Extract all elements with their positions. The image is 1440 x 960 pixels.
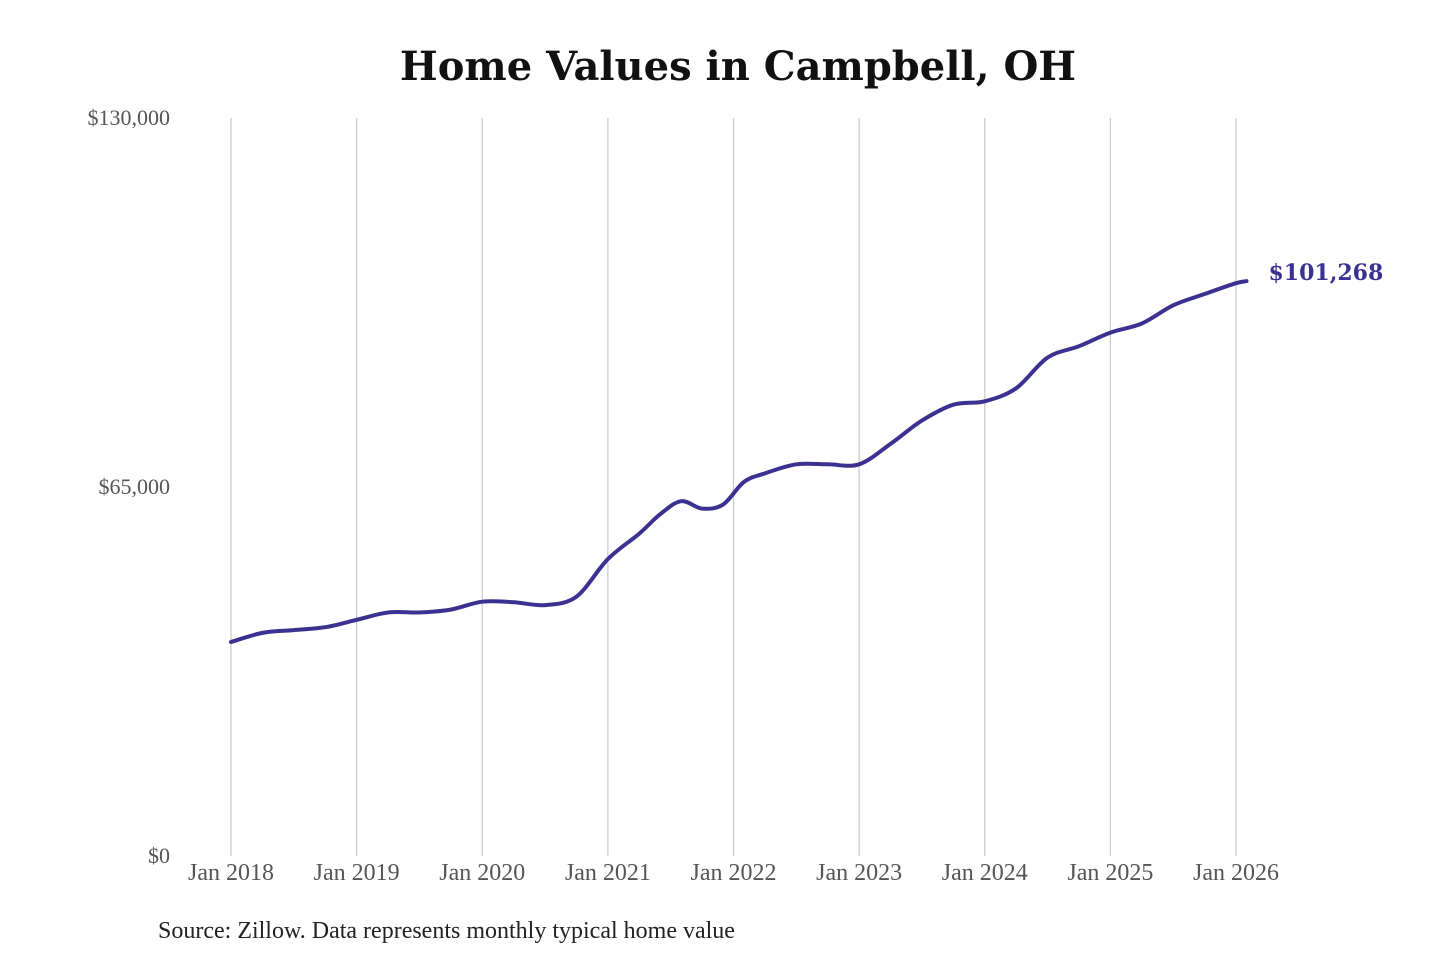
chart-title: Home Values in Campbell, OH: [400, 43, 1076, 90]
x-tick-label: Jan 2019: [314, 860, 400, 886]
y-tick-label: $130,000: [88, 105, 171, 130]
x-tick-label: Jan 2023: [816, 860, 902, 886]
x-tick-label: Jan 2022: [691, 860, 777, 886]
end-value-label: $101,268: [1268, 260, 1383, 286]
x-tick-label: Jan 2018: [188, 860, 274, 886]
x-tick-label: Jan 2020: [439, 860, 525, 886]
y-axis-ticks: $130,000 $65,000 $0: [88, 105, 171, 868]
source-note: Source: Zillow. Data represents monthly …: [158, 918, 735, 944]
x-tick-label: Jan 2024: [942, 860, 1028, 886]
y-tick-label: $0: [148, 843, 170, 868]
x-tick-label: Jan 2025: [1067, 860, 1153, 886]
x-axis-ticks: Jan 2018 Jan 2019 Jan 2020 Jan 2021 Jan 2022…: [188, 860, 1279, 886]
series-line-home-value: [229, 279, 1249, 644]
x-tick-label: Jan 2026: [1193, 860, 1279, 886]
x-tick-label: Jan 2021: [565, 860, 651, 886]
gridlines: [230, 118, 1237, 856]
y-tick-label: $65,000: [99, 474, 171, 499]
